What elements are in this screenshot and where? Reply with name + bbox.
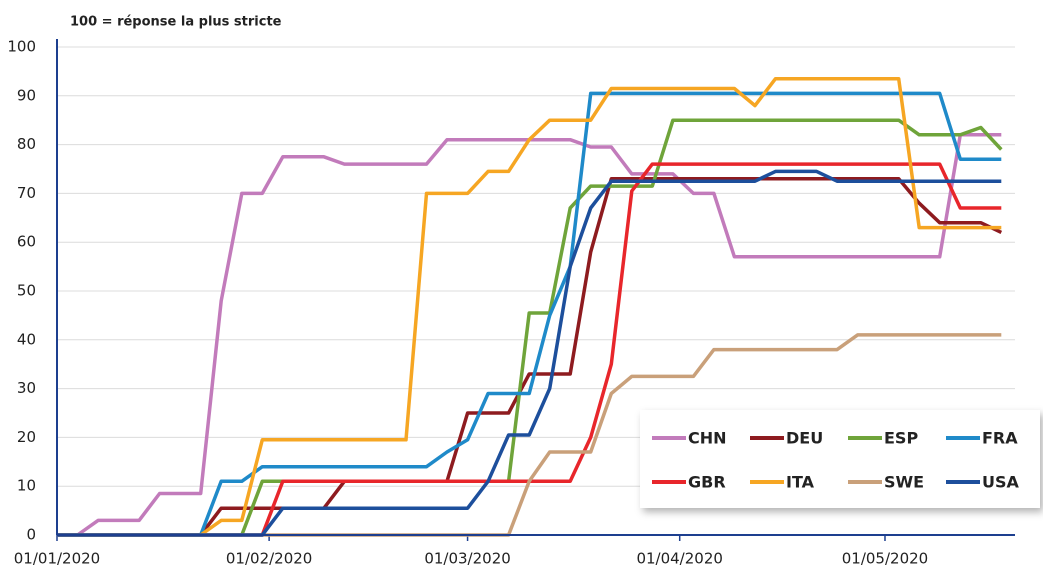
y-tick-label: 40	[17, 330, 36, 348]
legend-label: CHN	[688, 429, 727, 448]
legend: CHN DEU ESP FRA GBR ITA SWE USA	[640, 410, 1040, 508]
y-tick-label: 90	[17, 86, 36, 104]
legend-box	[640, 410, 1040, 508]
series-line	[57, 91, 1002, 537]
x-tick-label: 01/02/2020	[226, 550, 312, 568]
legend-label: SWE	[884, 473, 924, 492]
legend-label: ESP	[884, 429, 918, 448]
legend-label: GBR	[688, 473, 726, 492]
y-tick-label: 10	[17, 477, 36, 495]
y-tick-label: 30	[17, 379, 36, 397]
series-line	[57, 76, 1002, 537]
series-line	[57, 177, 1003, 537]
x-tick-label: 01/04/2020	[636, 550, 722, 568]
y-tick-label: 60	[17, 233, 36, 251]
y-tick-label: 0	[26, 526, 36, 544]
legend-label: DEU	[786, 429, 823, 448]
x-tick-label: 01/01/2020	[14, 550, 100, 568]
y-tick-label: 70	[17, 184, 36, 202]
y-tick-label: 100	[7, 38, 36, 56]
legend-label: ITA	[786, 473, 815, 492]
legend-label: USA	[982, 473, 1020, 492]
x-tick-label: 01/05/2020	[842, 550, 928, 568]
y-tick-label: 20	[17, 428, 36, 446]
y-tick-label: 80	[17, 135, 36, 153]
x-tick-label: 01/03/2020	[424, 550, 510, 568]
y-tick-label: 50	[17, 282, 36, 300]
chart-title: 100 = réponse la plus stricte	[70, 15, 282, 30]
legend-label: FRA	[982, 429, 1018, 448]
